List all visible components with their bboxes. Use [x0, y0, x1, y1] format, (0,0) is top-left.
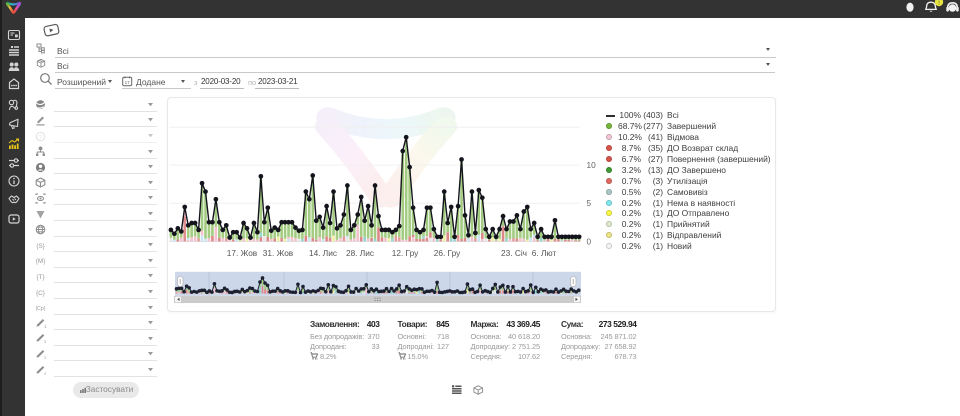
svg-text:{Т}: {Т} — [36, 274, 45, 281]
svg-text:28. Лис: 28. Лис — [346, 248, 374, 258]
svg-text:{S}: {S} — [36, 243, 45, 250]
svg-text:12. Гру: 12. Гру — [392, 248, 419, 258]
svg-text:{М}: {М} — [36, 258, 46, 265]
svg-text:5: 5 — [587, 198, 592, 208]
svg-text:17: 17 — [125, 80, 131, 85]
svg-text:!: ! — [938, 0, 940, 7]
svg-text:10: 10 — [587, 160, 597, 170]
svg-text:14. Лис: 14. Лис — [309, 248, 337, 258]
svg-text:1: 1 — [44, 324, 46, 329]
svg-text:26. Гру: 26. Гру — [434, 248, 461, 258]
svg-text:?: ? — [39, 134, 43, 141]
svg-text:2: 2 — [44, 339, 46, 344]
svg-text:3: 3 — [44, 355, 46, 360]
svg-text:4: 4 — [44, 371, 46, 376]
svg-text:0: 0 — [587, 236, 592, 246]
svg-text:6. Лют: 6. Лют — [532, 248, 557, 258]
svg-text:{Ср}: {Ср} — [35, 306, 45, 312]
svg-text:23. Січ: 23. Січ — [501, 248, 527, 258]
svg-text:17. Жов: 17. Жов — [227, 248, 258, 258]
svg-text:31. Жов: 31. Жов — [263, 248, 294, 258]
svg-text:{С}: {С} — [36, 289, 46, 296]
